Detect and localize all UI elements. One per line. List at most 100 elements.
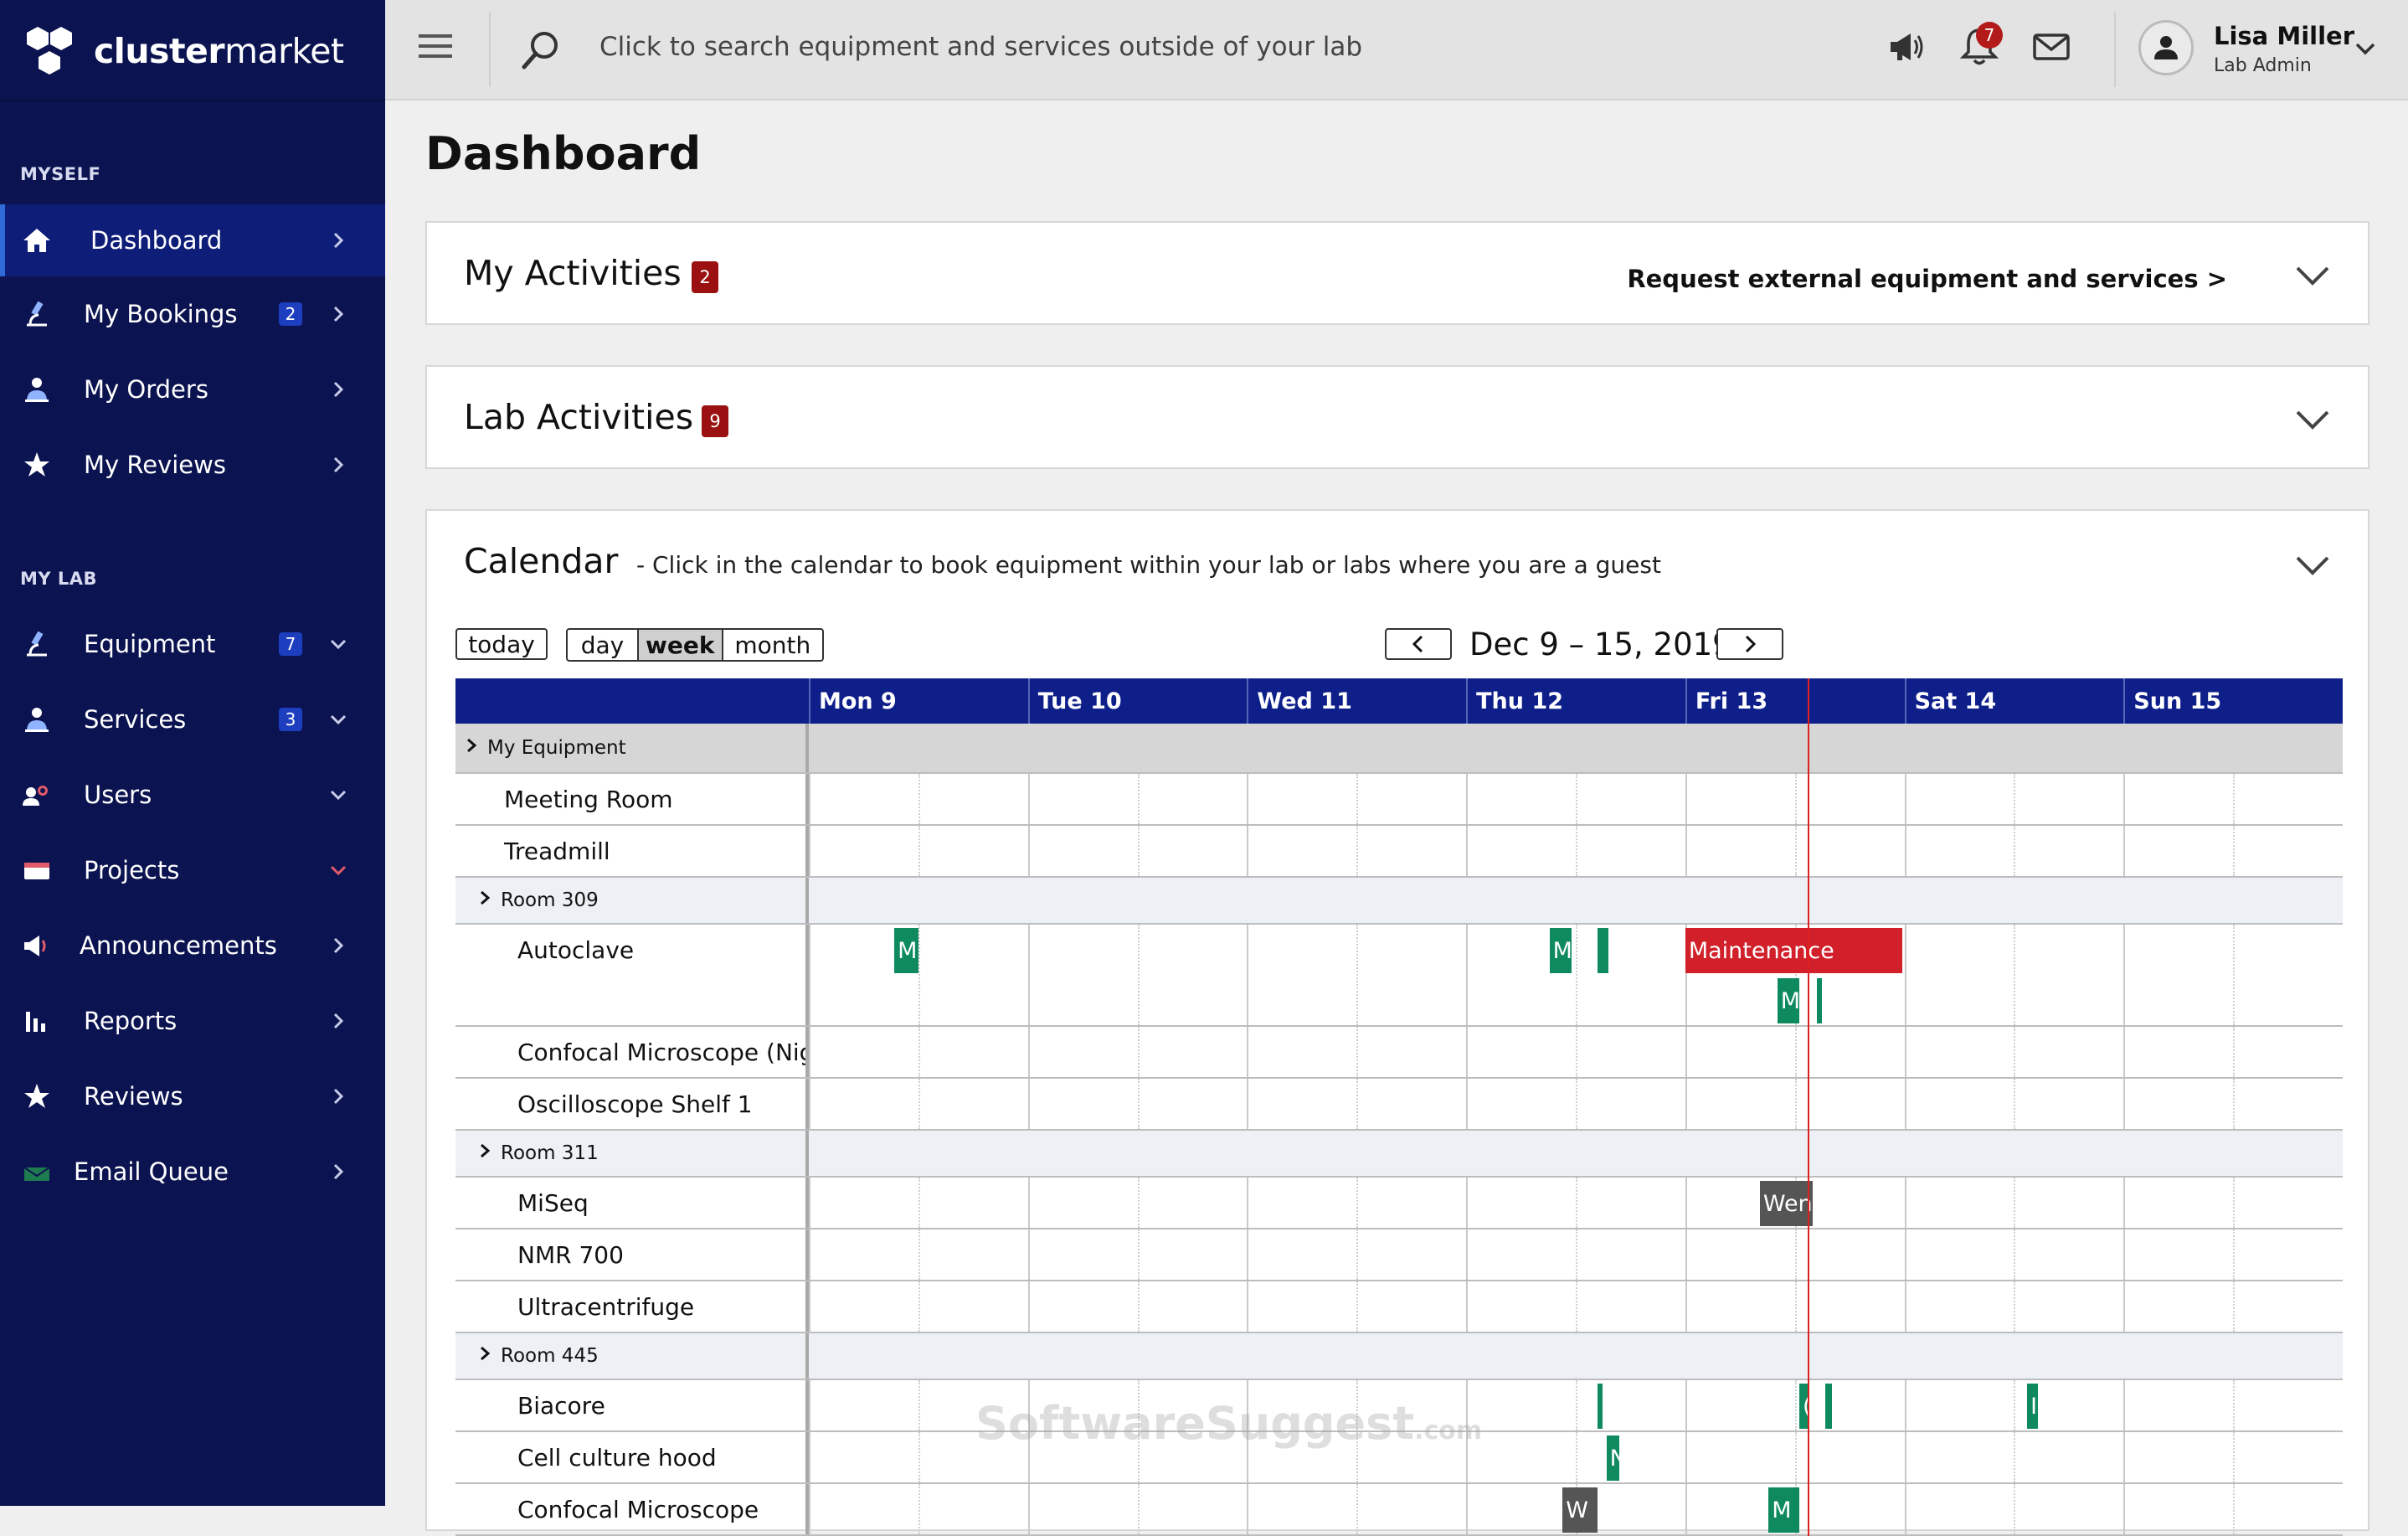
day-gridline — [809, 1229, 810, 1280]
calendar-event[interactable]: M — [1777, 978, 1799, 1023]
resource-label-text: My Equipment — [487, 737, 626, 759]
day-gridline — [1247, 1432, 1249, 1482]
sidebar-item-my-bookings[interactable]: My Bookings 2 — [0, 278, 385, 350]
halfday-gridline — [2233, 925, 2236, 1025]
my-activities-panel[interactable]: My Activities 2 Request external equipme… — [425, 221, 2369, 325]
avatar[interactable] — [2138, 20, 2194, 75]
halfday-gridline — [1576, 1432, 1577, 1482]
calendar-event[interactable]: I — [2027, 1384, 2039, 1429]
prev-week-button[interactable] — [1385, 628, 1452, 660]
calendar-event[interactable]: M — [1549, 928, 1572, 973]
sidebar-item-services[interactable]: Services 3 — [0, 683, 385, 755]
sidebar-item-my-orders[interactable]: My Orders — [0, 353, 385, 425]
halfday-gridline — [1137, 1079, 1140, 1129]
sidebar-item-users[interactable]: Users — [0, 759, 385, 831]
search-icon[interactable] — [519, 28, 563, 72]
sidebar-item-dashboard[interactable]: Dashboard — [0, 204, 385, 276]
calendar-panel: Calendar - Click in the calendar to book… — [425, 509, 2369, 1536]
resource-label[interactable]: Room 311 — [455, 1131, 809, 1176]
user-name[interactable]: Lisa Miller — [2214, 22, 2354, 50]
expand-chevron-icon[interactable] — [479, 1345, 491, 1367]
home-icon — [20, 224, 54, 257]
expand-chevron-icon[interactable] — [479, 889, 491, 911]
resource-label[interactable]: Room 445 — [455, 1333, 809, 1379]
day-gridline — [809, 1178, 810, 1228]
view-day-button[interactable]: day — [568, 630, 639, 660]
day-gridline — [1027, 826, 1030, 876]
resource-group-row[interactable]: Room 309 — [455, 878, 2343, 925]
sidebar-item-badge: 2 — [279, 302, 302, 326]
resource-row[interactable]: Ultracentrifuge — [455, 1281, 2343, 1333]
resource-row[interactable]: NMR 700 — [455, 1229, 2343, 1281]
sidebar-item-reviews[interactable]: Reviews — [0, 1060, 385, 1132]
sidebar-item-email-queue[interactable]: Email Queue — [0, 1136, 385, 1208]
resource-group-row[interactable]: Room 445 — [455, 1333, 2343, 1380]
day-header: Thu 12 — [1466, 678, 1685, 724]
view-month-button[interactable]: month — [734, 631, 811, 659]
resource-row[interactable]: Cell culture hood — [455, 1432, 2343, 1484]
day-gridline — [2123, 826, 2126, 876]
calendar-event[interactable]: N — [1606, 1435, 1620, 1481]
calendar-event[interactable] — [1816, 978, 1822, 1023]
mail-icon[interactable] — [2031, 25, 2071, 67]
resource-row[interactable]: Treadmill — [455, 826, 2343, 878]
expand-chevron-icon[interactable] — [479, 1142, 491, 1164]
chevron-down-icon[interactable] — [2353, 39, 2378, 59]
megaphone-icon[interactable] — [1886, 25, 1927, 67]
hamburger-menu-icon[interactable] — [417, 32, 454, 60]
calendar-event[interactable]: W — [1562, 1487, 1598, 1533]
resource-group-row[interactable]: My Equipment — [455, 724, 2343, 774]
calendar-event[interactable]: Wen — [1759, 1181, 1813, 1226]
resource-row[interactable]: Meeting Room — [455, 774, 2343, 826]
user-role: Lab Admin — [2214, 55, 2312, 76]
view-week-button[interactable]: week — [638, 630, 723, 660]
resource-group-row[interactable]: Room 311 — [455, 1131, 2343, 1178]
request-external-link[interactable]: Request external equipment and services … — [1627, 265, 2227, 293]
resource-label-text: Confocal Microscope (Nigh — [517, 1038, 805, 1066]
resource-label[interactable]: Room 309 — [455, 878, 809, 923]
resource-row[interactable]: MiSeq — [455, 1178, 2343, 1229]
chevron-down-icon[interactable] — [2294, 553, 2331, 578]
calendar-event[interactable]: M — [1768, 1487, 1799, 1533]
calendar-event[interactable] — [1598, 928, 1609, 973]
chevron-down-icon[interactable] — [2294, 407, 2331, 432]
sidebar-item-my-reviews[interactable]: My Reviews — [0, 429, 385, 501]
chevron-right-icon — [1745, 635, 1757, 653]
halfday-gridline — [1356, 1178, 1359, 1228]
resource-row[interactable]: Autoclave — [455, 925, 2343, 1027]
day-gridline — [1466, 925, 1469, 1025]
chevron-right-icon — [328, 379, 348, 399]
day-gridline — [1685, 1432, 1687, 1482]
envelope-icon — [20, 1155, 54, 1188]
calendar-event[interactable]: M — [894, 928, 918, 973]
topbar-divider-user — [2114, 12, 2116, 87]
halfday-gridline — [2233, 1027, 2236, 1077]
expand-chevron-icon[interactable] — [466, 737, 477, 759]
resource-row[interactable]: Confocal Microscope — [455, 1484, 2343, 1536]
sidebar-item-projects[interactable]: Projects — [0, 834, 385, 906]
resource-row[interactable]: Biacore — [455, 1380, 2343, 1432]
day-gridline — [1027, 925, 1030, 1025]
resource-row[interactable]: Oscilloscope Shelf 1 — [455, 1079, 2343, 1131]
chevron-down-icon[interactable] — [2294, 263, 2331, 288]
app-logo[interactable]: clustermarket — [23, 22, 344, 80]
day-gridline — [2123, 1432, 2126, 1482]
day-gridline — [2123, 1484, 2126, 1534]
calendar-event[interactable]: ( — [1798, 1384, 1809, 1429]
day-gridline — [2123, 1229, 2126, 1280]
today-button[interactable]: today — [455, 628, 548, 660]
calendar-event[interactable] — [1825, 1384, 1833, 1429]
resource-label[interactable]: My Equipment — [455, 724, 809, 772]
sidebar-item-equipment[interactable]: Equipment 7 — [0, 608, 385, 680]
sidebar-item-reports[interactable]: Reports — [0, 985, 385, 1057]
halfday-gridline — [1137, 1178, 1140, 1228]
resource-row[interactable]: Confocal Microscope (Nigh — [455, 1027, 2343, 1079]
day-gridline — [809, 1079, 810, 1129]
calendar-event[interactable]: Maintenance — [1685, 928, 1902, 973]
calendar-event[interactable] — [1598, 1384, 1603, 1429]
next-week-button[interactable] — [1716, 628, 1783, 660]
sidebar-item-announcements[interactable]: Announcements — [0, 910, 385, 982]
halfday-gridline — [2014, 925, 2016, 1025]
search-input[interactable]: Click to search equipment and services o… — [599, 32, 1363, 62]
lab-activities-panel[interactable]: Lab Activities 9 — [425, 365, 2369, 469]
